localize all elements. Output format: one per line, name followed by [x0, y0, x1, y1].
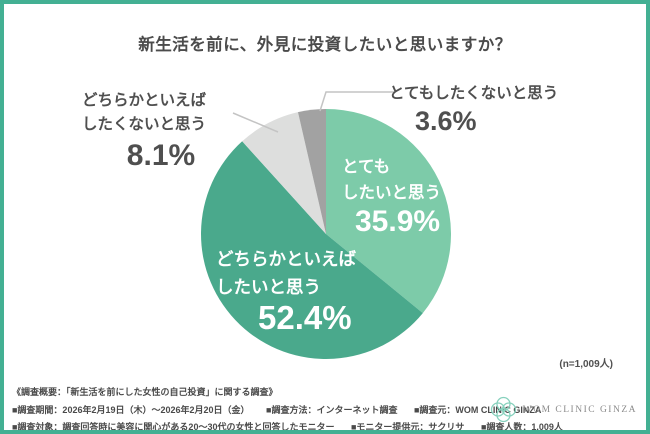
pie-chart-area — [201, 109, 451, 359]
slice-label-somewhat-not-want: どちらかといえば したくないと思う 8.1% — [82, 89, 240, 172]
slice-label-very-want: とても したいと思う 35.9% — [342, 154, 441, 238]
slice-label-text: したいと思う — [342, 184, 441, 202]
slice-label-text: どちらかといえば — [82, 92, 207, 109]
chart-title: 新生活を前に、外見に投資したいと思いますか？ — [138, 36, 512, 54]
slice-label-text: したいと思う — [216, 277, 321, 297]
pie-chart — [201, 109, 451, 359]
slice-label-text: どちらかといえば — [216, 249, 356, 269]
pie-slice-somewhat-not-want — [242, 112, 326, 234]
slice-label-percent: 52.4% — [258, 299, 352, 336]
survey-details-line-1: ■調査期間：2026年2月19日（木）～2026年2月20日（金） ■調査方法：… — [12, 403, 555, 416]
wom-clinic-ginza-logo: WOM CLINIC GINZA — [490, 396, 637, 423]
sample-size-note: (n=1,009人) — [559, 359, 613, 370]
survey-target: ■調査対象：調査回答時に美容に関心がある20～30代の女性と回答したモニター — [12, 422, 335, 432]
slice-label-percent: 8.1% — [126, 139, 196, 172]
slice-label-text: とてもしたくないと思う — [389, 85, 559, 102]
survey-overview-heading: 《調査概要：「新生活を前にした女性の自己投資」に関する調査》 — [12, 387, 278, 397]
pie-slice-somewhat-want — [201, 141, 423, 359]
logo-text: WOM CLINIC GINZA — [522, 404, 637, 415]
survey-method: ■調査方法：インターネット調査 — [266, 405, 398, 415]
slice-label-percent: 35.9% — [355, 205, 441, 238]
survey-monitor-provider: ■モニター提供元：サクリサ — [350, 422, 465, 432]
slice-label-percent: 3.6% — [415, 106, 477, 136]
quatrefoil-flower-icon — [490, 396, 516, 423]
survey-respondent-count: ■調査人数：1,009人 — [480, 422, 563, 432]
slice-label-text: とても — [342, 158, 391, 176]
slice-label-very-not-want: とてもしたくないと思う 3.6% — [389, 84, 558, 135]
survey-details-line-2: ■調査対象：調査回答時に美容に関心がある20～30代の女性と回答したモニター ■… — [12, 420, 577, 432]
pie-slice-very-not-want — [297, 109, 326, 234]
slice-label-somewhat-want: どちらかといえば したいと思う 52.4% — [216, 245, 356, 335]
pie-slice-very-want — [326, 109, 451, 314]
slice-label-text: したくないと思う — [82, 116, 207, 133]
survey-period: ■調査期間：2026年2月19日（木）～2026年2月20日（金） — [12, 405, 250, 415]
survey-source: ■調査元：WOM CLINIC GINZA — [413, 405, 542, 415]
